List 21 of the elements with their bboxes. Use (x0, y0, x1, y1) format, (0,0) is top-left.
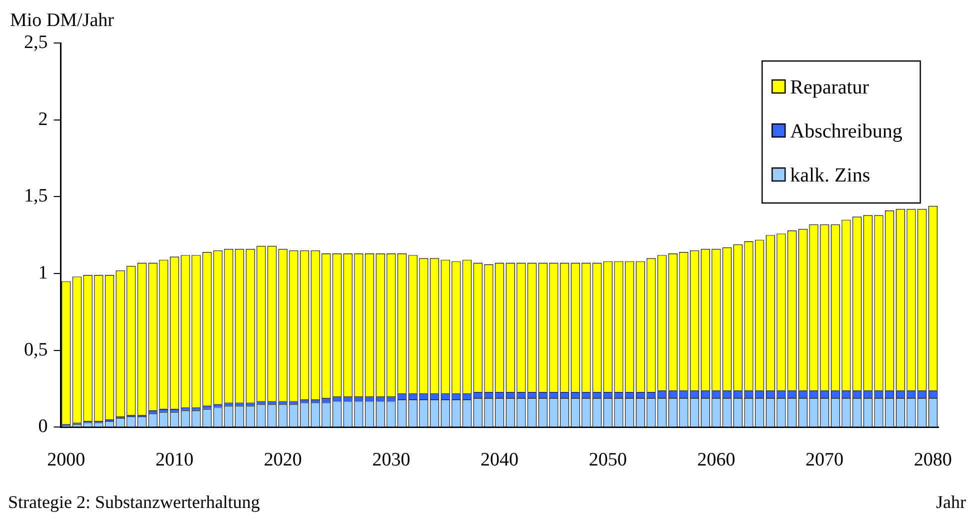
legend-label: kalk. Zins (790, 164, 870, 186)
x-tick-label: 2050 (588, 450, 627, 471)
y-tick-label: 2 (38, 108, 48, 130)
x-tick-label: 2020 (264, 450, 302, 471)
x-tick-label: 2080 (914, 450, 952, 471)
y-tick-label: 1,5 (24, 186, 48, 207)
x-tick-label: 2000 (47, 450, 86, 471)
legend-label: Abschreibung (790, 120, 902, 142)
y-axis-title: Mio DM/Jahr (10, 10, 114, 32)
x-tick-label: 2070 (806, 450, 844, 471)
text: Strategie 2: Substanzwerterhaltung (8, 492, 260, 512)
x-axis-title: Jahr (936, 492, 966, 513)
x-tick-label: 2040 (480, 450, 519, 471)
x-tick-label: 2030 (372, 450, 410, 471)
x-tick-label: 2060 (697, 450, 736, 471)
y-tick-label: 0 (38, 416, 48, 438)
y-tick-label: 1 (38, 262, 48, 284)
y-tick-label: 2,5 (24, 32, 48, 53)
x-tick-label: 2010 (156, 450, 194, 471)
y-tick-label: 0,5 (24, 339, 48, 360)
legend-label: Reparatur (790, 76, 870, 98)
